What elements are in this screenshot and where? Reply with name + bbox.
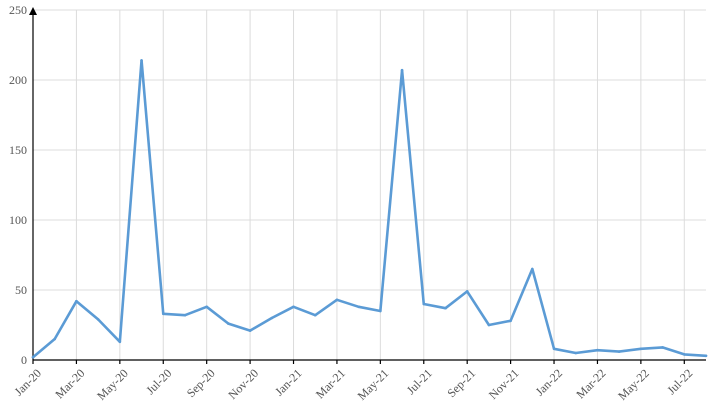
y-axis-arrow-icon (29, 7, 37, 15)
axes (29, 7, 706, 361)
y-tick-label: 200 (9, 73, 27, 87)
x-tick-label: Jan-22 (533, 366, 566, 399)
series-line (31, 59, 708, 359)
data-point (400, 68, 404, 72)
data-point (53, 337, 57, 341)
x-tick-label: May-20 (94, 366, 131, 403)
x-tick-label: Mar-20 (52, 366, 87, 401)
data-point (422, 302, 426, 306)
x-tick-label: Sep-20 (184, 366, 218, 400)
x-tick-label: Jan-21 (272, 366, 305, 399)
x-tick-label: Jan-20 (12, 366, 45, 399)
data-point (292, 305, 295, 309)
data-point (75, 299, 78, 303)
x-tick-label: Jul-22 (664, 366, 695, 397)
data-point (183, 313, 187, 317)
data-point (596, 348, 599, 352)
y-tick-label: 250 (9, 3, 27, 17)
data-point (661, 346, 664, 349)
data-point (704, 354, 708, 358)
data-point (465, 290, 469, 293)
data-point (531, 267, 534, 271)
y-tick-label: 0 (21, 353, 27, 367)
data-point (96, 318, 100, 321)
data-point (161, 312, 165, 316)
data-point (205, 305, 208, 309)
x-tick-labels: Jan-20 Mar-20 May-20 Jul-20 Sep-20 Nov-20 Jan-… (12, 366, 696, 403)
x-tick-label: Mar-22 (573, 366, 608, 401)
data-point (552, 347, 556, 351)
data-point (313, 313, 317, 317)
y-tick-label: 100 (9, 213, 27, 227)
data-point (118, 340, 122, 344)
data-point (509, 319, 512, 323)
data-point (270, 316, 274, 320)
data-point (617, 350, 621, 353)
data-point (574, 351, 578, 355)
y-tick-labels: 0 50 100 150 200 250 (9, 3, 27, 367)
data-point (357, 305, 360, 309)
data-point (31, 355, 35, 359)
y-tick-label: 50 (15, 283, 27, 297)
data-point (487, 323, 491, 327)
x-tick-label: May-21 (355, 366, 392, 403)
data-point (227, 322, 230, 325)
x-tick-label: Mar-21 (313, 366, 348, 401)
x-tick-label: May-22 (615, 366, 652, 403)
data-point (639, 347, 643, 351)
y-tick-label: 150 (9, 143, 27, 157)
x-tick-label: Jul-21 (404, 366, 435, 397)
data-point (335, 298, 339, 302)
data-point (379, 309, 382, 313)
data-point (444, 306, 447, 310)
gridlines (32, 9, 706, 364)
data-point (248, 329, 252, 332)
series-layer (31, 59, 708, 359)
x-tick-label: Nov-20 (225, 366, 261, 402)
data-point (140, 59, 143, 62)
x-tick-label: Jul-20 (143, 366, 174, 397)
data-point (682, 353, 686, 356)
x-tick-label: Sep-21 (444, 366, 478, 400)
x-tick-label: Nov-21 (486, 366, 522, 402)
